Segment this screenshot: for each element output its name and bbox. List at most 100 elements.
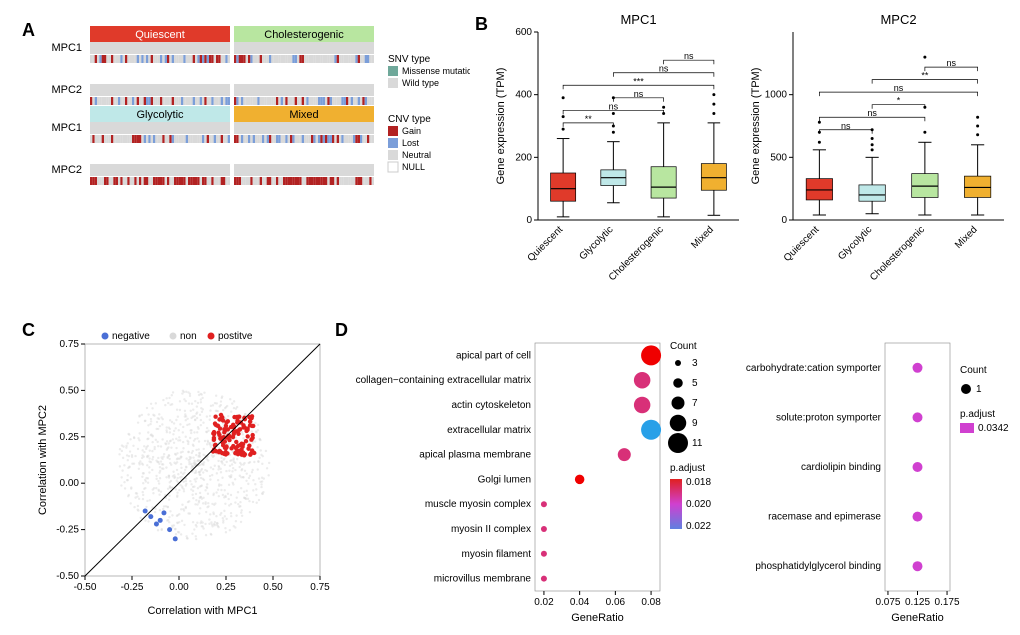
svg-text:Glycolytic: Glycolytic bbox=[577, 224, 615, 262]
svg-text:0.25: 0.25 bbox=[60, 432, 80, 443]
svg-text:3: 3 bbox=[692, 358, 698, 369]
svg-text:200: 200 bbox=[515, 152, 532, 163]
svg-text:Count: Count bbox=[960, 365, 987, 376]
svg-text:actin cytoskeleton: actin cytoskeleton bbox=[452, 400, 532, 411]
svg-text:ns: ns bbox=[684, 51, 694, 61]
svg-text:MPC2: MPC2 bbox=[880, 12, 916, 27]
svg-text:7: 7 bbox=[692, 398, 698, 409]
svg-text:GeneRatio: GeneRatio bbox=[891, 612, 944, 624]
svg-text:5: 5 bbox=[692, 378, 698, 389]
svg-text:1: 1 bbox=[976, 384, 982, 395]
svg-text:Cholesterogenic: Cholesterogenic bbox=[868, 224, 927, 283]
svg-text:Cholesterogenic: Cholesterogenic bbox=[607, 224, 666, 283]
svg-text:-0.50: -0.50 bbox=[56, 571, 79, 582]
svg-text:0.075: 0.075 bbox=[875, 597, 900, 608]
svg-text:0.02: 0.02 bbox=[534, 597, 554, 608]
svg-text:Count: Count bbox=[670, 341, 697, 352]
svg-text:ns: ns bbox=[946, 58, 956, 68]
svg-text:non: non bbox=[180, 331, 197, 342]
svg-text:600: 600 bbox=[515, 27, 532, 38]
svg-text:Cholesterogenic: Cholesterogenic bbox=[264, 29, 344, 41]
svg-text:1000: 1000 bbox=[765, 90, 788, 101]
svg-text:ns: ns bbox=[867, 108, 877, 118]
svg-text:Correlation with MPC2: Correlation with MPC2 bbox=[37, 405, 49, 515]
svg-text:postitve: postitve bbox=[218, 331, 253, 342]
svg-text:0.50: 0.50 bbox=[263, 582, 283, 593]
svg-text:0.022: 0.022 bbox=[686, 521, 711, 532]
svg-text:Gene expression (TPM): Gene expression (TPM) bbox=[495, 68, 507, 185]
svg-text:0.04: 0.04 bbox=[570, 597, 590, 608]
panel-b-chart-mpc2: MPC2 0 500 1000Gene expression (TPM) Quiesce… bbox=[745, 10, 1010, 300]
svg-text:MPC2: MPC2 bbox=[51, 84, 82, 96]
svg-text:Quiescent: Quiescent bbox=[782, 224, 822, 264]
svg-text:***: *** bbox=[633, 76, 644, 86]
svg-text:0.25: 0.25 bbox=[216, 582, 236, 593]
svg-text:**: ** bbox=[585, 114, 593, 124]
svg-text:myosin filament: myosin filament bbox=[462, 549, 532, 560]
svg-text:apical plasma membrane: apical plasma membrane bbox=[419, 450, 531, 461]
svg-text:p.adjust: p.adjust bbox=[670, 463, 705, 474]
svg-text:muscle myosin complex: muscle myosin complex bbox=[425, 499, 531, 510]
panel-b-label: B bbox=[475, 14, 488, 35]
svg-text:400: 400 bbox=[515, 90, 532, 101]
svg-text:NULL: NULL bbox=[402, 162, 425, 172]
svg-text:Wild type: Wild type bbox=[402, 78, 439, 88]
svg-text:negative: negative bbox=[112, 331, 150, 342]
svg-text:myosin II complex: myosin II complex bbox=[451, 524, 531, 535]
svg-text:microvillus membrane: microvillus membrane bbox=[434, 574, 532, 585]
svg-text:-0.25: -0.25 bbox=[56, 525, 79, 536]
svg-text:0.00: 0.00 bbox=[169, 582, 189, 593]
svg-text:extracellular matrix: extracellular matrix bbox=[447, 425, 531, 436]
svg-text:phosphatidylglycerol binding: phosphatidylglycerol binding bbox=[755, 561, 881, 572]
svg-text:Mixed: Mixed bbox=[289, 109, 318, 121]
svg-text:cardiolipin binding: cardiolipin binding bbox=[801, 462, 881, 473]
svg-text:Glycolytic: Glycolytic bbox=[836, 224, 874, 262]
svg-text:0: 0 bbox=[526, 215, 532, 226]
svg-text:0.06: 0.06 bbox=[606, 597, 626, 608]
svg-text:ns: ns bbox=[894, 83, 904, 93]
svg-text:SNV type: SNV type bbox=[388, 54, 431, 65]
svg-text:Lost: Lost bbox=[402, 138, 420, 148]
svg-text:ns: ns bbox=[841, 121, 851, 131]
svg-text:11: 11 bbox=[692, 438, 703, 449]
svg-text:500: 500 bbox=[770, 152, 787, 163]
panel-a-chart: QuiescentCholesterogenicGlycolyticMixedM… bbox=[30, 22, 470, 282]
svg-text:0.018: 0.018 bbox=[686, 477, 711, 488]
svg-text:9: 9 bbox=[692, 418, 698, 429]
svg-text:0.75: 0.75 bbox=[60, 339, 80, 350]
svg-text:Glycolytic: Glycolytic bbox=[136, 109, 184, 121]
svg-text:-0.50: -0.50 bbox=[74, 582, 97, 593]
svg-text:racemase and epimerase: racemase and epimerase bbox=[768, 512, 881, 523]
svg-text:carbohydrate:cation symporter: carbohydrate:cation symporter bbox=[746, 363, 882, 374]
svg-text:0.020: 0.020 bbox=[686, 499, 711, 510]
svg-text:*: * bbox=[897, 96, 901, 106]
svg-text:Golgi lumen: Golgi lumen bbox=[478, 474, 531, 485]
svg-text:collagen−containing extracellu: collagen−containing extracellular matrix bbox=[356, 375, 531, 386]
panel-d-right-chart: 0.0750.1250.175GeneRatiocarbohydrate:cat… bbox=[740, 325, 1020, 625]
svg-text:**: ** bbox=[921, 71, 929, 81]
panel-b-chart-mpc1: MPC10200400600Gene expression (TPM)Quies… bbox=[490, 10, 745, 300]
svg-text:Mixed: Mixed bbox=[689, 224, 716, 251]
svg-text:Quiescent: Quiescent bbox=[526, 224, 566, 264]
svg-text:Gene expression (TPM): Gene expression (TPM) bbox=[750, 68, 762, 185]
panel-d-left-chart: 0.020.040.060.08GeneRatioapical part of … bbox=[340, 325, 740, 625]
svg-text:0.08: 0.08 bbox=[641, 597, 661, 608]
svg-text:ns: ns bbox=[634, 89, 644, 99]
svg-text:Correlation with MPC1: Correlation with MPC1 bbox=[147, 605, 257, 617]
svg-text:0: 0 bbox=[781, 215, 787, 226]
svg-text:0.50: 0.50 bbox=[60, 385, 80, 396]
svg-text:-0.25: -0.25 bbox=[121, 582, 144, 593]
svg-text:MPC2: MPC2 bbox=[51, 164, 82, 176]
panel-c-chart: -0.50 -0.25 0.00 0.25 0.50 0.75 -0.50 -0.25 0.00… bbox=[30, 320, 330, 620]
svg-text:0.125: 0.125 bbox=[905, 597, 930, 608]
svg-text:Neutral: Neutral bbox=[402, 150, 431, 160]
svg-text:Gain: Gain bbox=[402, 126, 421, 136]
svg-text:0.00: 0.00 bbox=[60, 478, 80, 489]
svg-text:CNV type: CNV type bbox=[388, 114, 431, 125]
svg-text:GeneRatio: GeneRatio bbox=[571, 612, 624, 624]
svg-text:MPC1: MPC1 bbox=[51, 122, 82, 134]
svg-text:solute:proton symporter: solute:proton symporter bbox=[776, 412, 882, 423]
svg-text:Missense mutation: Missense mutation bbox=[402, 66, 470, 76]
svg-text:Mixed: Mixed bbox=[953, 224, 980, 251]
svg-text:ns: ns bbox=[609, 101, 619, 111]
